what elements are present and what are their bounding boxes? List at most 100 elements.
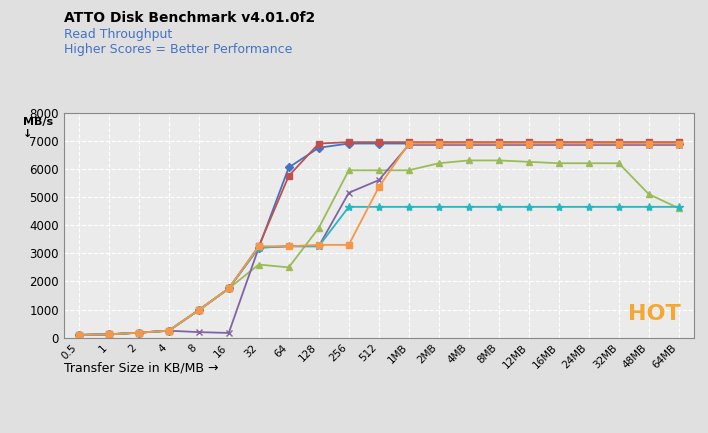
Kingston KC3000 (2TB)	[554, 139, 563, 145]
Samsung SSD 980 Pro (2TB)	[404, 168, 413, 173]
Line: ADATA XPG Gammix S70 Blade (2TB): ADATA XPG Gammix S70 Blade (2TB)	[75, 142, 683, 339]
Phison E18 B47R (2TB)	[675, 141, 683, 146]
Phison E18 B47R (2TB)	[404, 141, 413, 146]
Phison E18 B47R (2TB)	[135, 330, 143, 335]
ADATA XPG Gammix S70 Blade (2TB)	[224, 330, 233, 336]
Kingston KC3000 (2TB)	[464, 139, 473, 145]
ADATA XPG Gammix S70 (2TB)	[285, 244, 293, 249]
ADATA XPG Gammix S70 (2TB)	[404, 141, 413, 146]
ADATA XPG Gammix S70 (2TB)	[345, 242, 353, 247]
ADATA XPG Gammix S70 Blade (2TB)	[675, 142, 683, 148]
Phison E18 B47R (2TB)	[74, 333, 83, 338]
Samsung SSD 980 Pro (2TB)	[164, 328, 173, 333]
Samsung SSD 980 Pro (2TB)	[675, 206, 683, 211]
Phison E18 B47R (2TB)	[554, 141, 563, 146]
Line: ADATA XPG Atom 50 (1TB): ADATA XPG Atom 50 (1TB)	[74, 203, 683, 339]
ADATA XPG Atom 50 (1TB)	[554, 204, 563, 210]
ADATA XPG Gammix S70 (2TB)	[74, 333, 83, 338]
ADATA XPG Gammix S70 (2TB)	[105, 332, 113, 337]
ADATA XPG Gammix S70 (2TB)	[464, 141, 473, 146]
ADATA XPG Gammix S70 Blade (2TB)	[135, 330, 143, 335]
ADATA XPG Atom 50 (1TB)	[285, 244, 293, 249]
Kingston KC3000 (2TB)	[495, 139, 503, 145]
Samsung SSD 980 Pro (2TB)	[495, 158, 503, 163]
Samsung SSD 980 Pro (2TB)	[585, 161, 593, 166]
Samsung SSD 980 Pro (2TB)	[435, 161, 443, 166]
ADATA XPG Gammix S70 (2TB)	[615, 141, 623, 146]
ADATA XPG Atom 50 (1TB)	[675, 204, 683, 210]
ADATA XPG Gammix S70 Blade (2TB)	[554, 142, 563, 148]
ADATA XPG Gammix S70 (2TB)	[525, 141, 533, 146]
ADATA XPG Gammix S70 (2TB)	[164, 328, 173, 333]
Phison E18 B47R (2TB)	[254, 245, 263, 250]
ADATA XPG Atom 50 (1TB)	[464, 204, 473, 210]
Text: HOT: HOT	[629, 304, 681, 324]
Kingston KC3000 (2TB)	[644, 139, 653, 145]
ADATA XPG Gammix S70 (2TB)	[224, 286, 233, 291]
ADATA XPG Gammix S70 Blade (2TB)	[644, 142, 653, 148]
ADATA XPG Atom 50 (1TB)	[135, 330, 143, 335]
ADATA XPG Atom 50 (1TB)	[404, 204, 413, 210]
Kingston KC3000 (2TB)	[375, 139, 383, 145]
Phison E18 B47R (2TB)	[585, 141, 593, 146]
Samsung SSD 980 Pro (2TB)	[314, 225, 323, 230]
Kingston KC3000 (2TB)	[195, 307, 203, 313]
Samsung SSD 980 Pro (2TB)	[554, 161, 563, 166]
Phison E18 B47R (2TB)	[525, 141, 533, 146]
Line: Samsung SSD 980 Pro (2TB): Samsung SSD 980 Pro (2TB)	[75, 157, 683, 339]
ADATA XPG Atom 50 (1TB)	[195, 307, 203, 313]
ADATA XPG Atom 50 (1TB)	[585, 204, 593, 210]
ADATA XPG Gammix S70 Blade (2TB)	[285, 244, 293, 249]
Text: Higher Scores = Better Performance: Higher Scores = Better Performance	[64, 43, 292, 56]
Kingston KC3000 (2TB)	[675, 139, 683, 145]
ADATA XPG Gammix S70 Blade (2TB)	[464, 142, 473, 148]
ADATA XPG Atom 50 (1TB)	[644, 204, 653, 210]
Line: ADATA XPG Gammix S70 (2TB): ADATA XPG Gammix S70 (2TB)	[76, 141, 682, 338]
ADATA XPG Atom 50 (1TB)	[74, 333, 83, 338]
ADATA XPG Atom 50 (1TB)	[435, 204, 443, 210]
ADATA XPG Gammix S70 Blade (2TB)	[404, 142, 413, 148]
ADATA XPG Gammix S70 (2TB)	[675, 141, 683, 146]
Samsung SSD 980 Pro (2TB)	[375, 168, 383, 173]
Samsung SSD 980 Pro (2TB)	[345, 168, 353, 173]
Text: MB/s
↓: MB/s ↓	[23, 117, 53, 139]
Kingston KC3000 (2TB)	[135, 330, 143, 335]
ADATA XPG Gammix S70 (2TB)	[554, 141, 563, 146]
Kingston KC3000 (2TB)	[615, 139, 623, 145]
Samsung SSD 980 Pro (2TB)	[105, 332, 113, 337]
ADATA XPG Atom 50 (1TB)	[314, 244, 323, 249]
Kingston KC3000 (2TB)	[585, 139, 593, 145]
Samsung SSD 980 Pro (2TB)	[464, 158, 473, 163]
Kingston KC3000 (2TB)	[435, 139, 443, 145]
Samsung SSD 980 Pro (2TB)	[644, 191, 653, 197]
Phison E18 B47R (2TB)	[345, 141, 353, 146]
ADATA XPG Gammix S70 Blade (2TB)	[314, 244, 323, 249]
ADATA XPG Gammix S70 Blade (2TB)	[615, 142, 623, 148]
ADATA XPG Atom 50 (1TB)	[525, 204, 533, 210]
ADATA XPG Gammix S70 (2TB)	[195, 307, 203, 313]
ADATA XPG Atom 50 (1TB)	[254, 245, 263, 250]
ADATA XPG Gammix S70 Blade (2TB)	[254, 245, 263, 250]
ADATA XPG Atom 50 (1TB)	[615, 204, 623, 210]
Phison E18 B47R (2TB)	[464, 141, 473, 146]
Samsung SSD 980 Pro (2TB)	[74, 333, 83, 338]
Kingston KC3000 (2TB)	[314, 141, 323, 146]
Line: Kingston KC3000 (2TB): Kingston KC3000 (2TB)	[76, 139, 682, 338]
ADATA XPG Gammix S70 Blade (2TB)	[105, 332, 113, 337]
Samsung SSD 980 Pro (2TB)	[135, 330, 143, 335]
ADATA XPG Gammix S70 Blade (2TB)	[74, 333, 83, 338]
Kingston KC3000 (2TB)	[525, 139, 533, 145]
Samsung SSD 980 Pro (2TB)	[615, 161, 623, 166]
ADATA XPG Gammix S70 (2TB)	[585, 141, 593, 146]
Kingston KC3000 (2TB)	[285, 173, 293, 178]
ADATA XPG Gammix S70 (2TB)	[495, 141, 503, 146]
ADATA XPG Gammix S70 Blade (2TB)	[495, 142, 503, 148]
ADATA XPG Gammix S70 (2TB)	[254, 244, 263, 249]
Phison E18 B47R (2TB)	[195, 307, 203, 313]
Phison E18 B47R (2TB)	[615, 141, 623, 146]
ADATA XPG Gammix S70 (2TB)	[644, 141, 653, 146]
Kingston KC3000 (2TB)	[345, 139, 353, 145]
Samsung SSD 980 Pro (2TB)	[285, 265, 293, 270]
Text: Read Throughput: Read Throughput	[64, 28, 172, 41]
Kingston KC3000 (2TB)	[105, 332, 113, 337]
